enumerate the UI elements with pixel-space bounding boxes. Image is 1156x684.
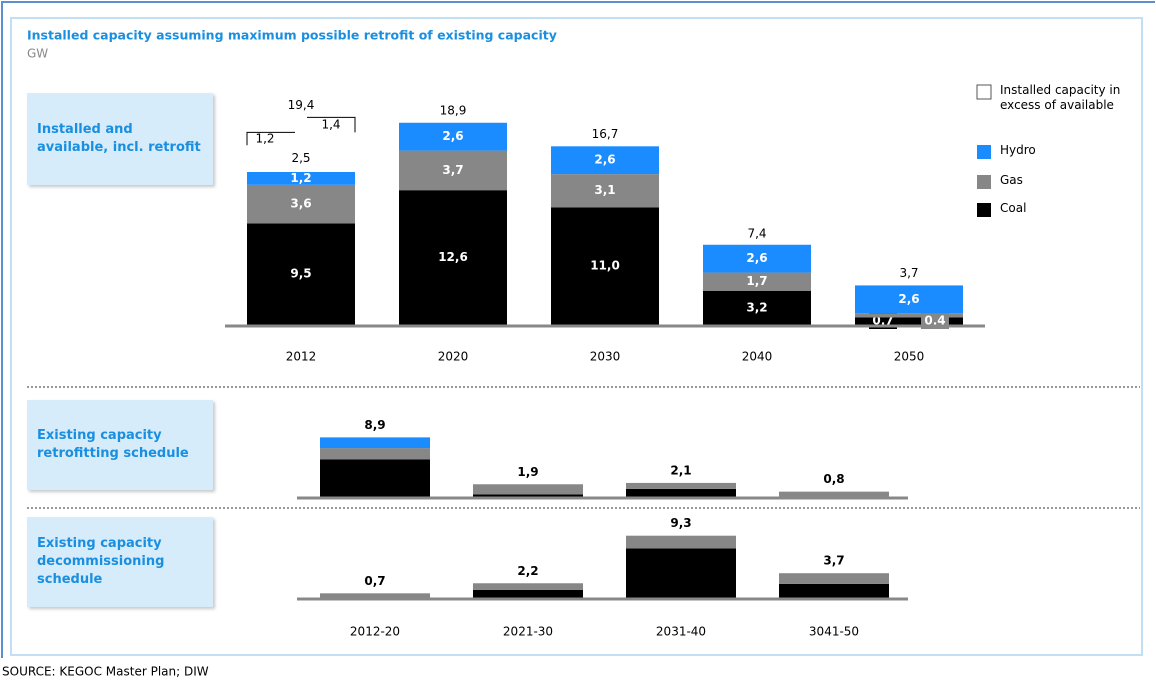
bar-segment [399, 122, 507, 151]
segment-label: 3,7 [442, 163, 463, 177]
bar-segment [551, 207, 659, 325]
segment-label: 2,5 [291, 151, 310, 165]
legend-swatch [977, 203, 991, 217]
side-box: Installed and available, incl. retrofit [27, 93, 213, 185]
bar-segment [247, 223, 355, 325]
x-tick-label: 2021-30 [503, 625, 553, 639]
total-label: 2,1 [670, 463, 691, 477]
x-tick-label: 2050 [894, 350, 925, 364]
bar-segment [473, 494, 583, 497]
total-label: 9,3 [670, 516, 691, 530]
source: SOURCE: KEGOC Master Plan; DIW [2, 665, 209, 679]
bar-segment [626, 535, 736, 549]
segment-label: 1,4 [321, 117, 340, 131]
total-label: 0,8 [823, 472, 844, 486]
legend-swatch [977, 145, 991, 159]
bar-segment [703, 272, 811, 291]
bar-segment [320, 459, 430, 497]
segment-label: 11,0 [590, 259, 620, 273]
bar-segment [247, 145, 355, 172]
bar-segment [320, 593, 430, 598]
x-tick-label: 3041-50 [809, 625, 859, 639]
bar-segment [320, 448, 430, 460]
segment-label: 2,6 [898, 292, 919, 306]
excess-bracket [307, 116, 356, 133]
bar-segment [703, 244, 811, 273]
bar-segment [703, 290, 811, 325]
total-label: 19,4 [288, 98, 315, 112]
bar-segment [473, 583, 583, 590]
segment-label: 1,2 [290, 171, 311, 185]
segment-label: 9,5 [290, 267, 311, 281]
bar-segment [473, 484, 583, 495]
legend-swatch [977, 175, 991, 189]
bar-segment [473, 589, 583, 598]
segment-label: 1,7 [746, 274, 767, 288]
segment-label: 0,4 [924, 314, 945, 328]
segment-label: 3,1 [594, 183, 615, 197]
legend-label: Coal [1000, 201, 1027, 215]
x-tick-label: 2012-20 [350, 625, 400, 639]
bar-segment [247, 171, 355, 185]
bar-segment [779, 573, 889, 584]
total-label: 0,7 [364, 574, 385, 588]
total-label: 3,7 [823, 554, 844, 568]
side-label: Installed and available, incl. retrofit [37, 122, 201, 155]
bar-segment [855, 285, 963, 314]
legend-swatch [976, 84, 992, 100]
bar-segment [855, 317, 963, 325]
total-label: 16,7 [592, 127, 619, 141]
legend-label: Hydro [1000, 143, 1036, 157]
bar-segment [855, 313, 963, 318]
segment-label: 1,2 [255, 131, 274, 145]
legend-label: Installed capacity in excess of availabl… [1000, 83, 1121, 112]
x-tick-label: 2012 [286, 350, 317, 364]
side-box: Existing capacity retrofitting schedule [27, 400, 213, 490]
total-label: 7,4 [747, 226, 766, 240]
total-label: 8,9 [364, 418, 385, 432]
x-tick-label: 2031-40 [656, 625, 706, 639]
chart-title: Installed capacity assuming maximum poss… [27, 28, 557, 43]
bar-segment [399, 190, 507, 325]
excess-bracket [246, 131, 295, 146]
side-box: Existing capacity decommissioning schedu… [27, 517, 213, 607]
bar-segment [779, 583, 889, 598]
segment-label: 3,6 [290, 197, 311, 211]
total-label: 18,9 [440, 103, 467, 117]
segment-label: 3,2 [746, 300, 767, 314]
bar-segment [399, 150, 507, 191]
bar-segment [551, 174, 659, 208]
segment-label: 2,6 [594, 153, 615, 167]
bar-segment [320, 437, 430, 449]
total-label: 2,2 [517, 564, 538, 578]
total-label: 1,9 [517, 465, 538, 479]
bar-segment [626, 488, 736, 497]
total-label: 3,7 [899, 266, 918, 280]
side-label: Existing capacity retrofitting schedule [37, 428, 189, 461]
segment-label: 2,6 [746, 251, 767, 265]
x-tick-label: 2040 [742, 350, 773, 364]
bar-segment [626, 482, 736, 489]
panel [10, 17, 1143, 656]
segment-label: 2,6 [442, 129, 463, 143]
legend-label: Gas [1000, 173, 1023, 187]
segment-label: 12,6 [438, 250, 468, 264]
bar-segment [551, 146, 659, 175]
bar-segment [626, 548, 736, 598]
bar-segment [779, 491, 889, 497]
x-tick-label: 2020 [438, 350, 469, 364]
bar-segment [247, 184, 355, 224]
x-tick-label: 2030 [590, 350, 621, 364]
subtitle: GW [27, 47, 48, 61]
side-label: Existing capacity decommissioning schedu… [37, 536, 165, 587]
